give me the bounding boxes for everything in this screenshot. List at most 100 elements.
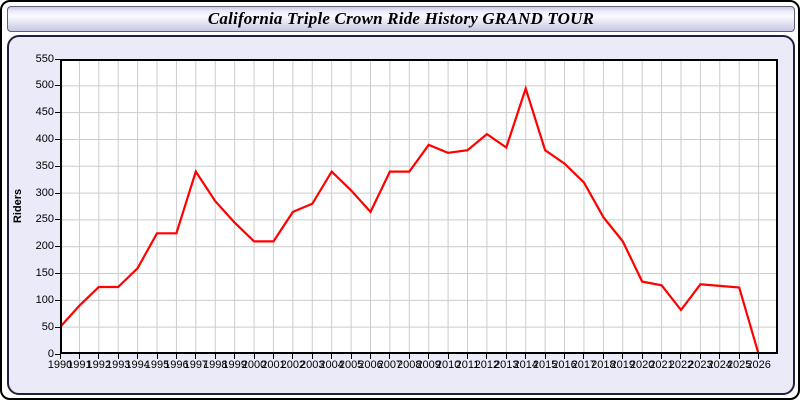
x-tick xyxy=(195,354,197,359)
x-tick xyxy=(78,354,80,359)
x-tick xyxy=(117,354,119,359)
x-tick-label: 2000 xyxy=(241,359,267,371)
x-tick-label: 2011 xyxy=(455,359,480,371)
y-tick-label: 450 xyxy=(35,106,54,119)
y-tick-label: 400 xyxy=(35,132,54,145)
y-tick xyxy=(55,273,60,275)
x-tick xyxy=(583,354,585,359)
y-tick xyxy=(55,112,60,114)
x-tick xyxy=(680,354,682,359)
x-tick xyxy=(137,354,139,359)
x-tick-label: 2015 xyxy=(532,359,558,371)
x-tick-label: 2023 xyxy=(688,359,713,371)
x-tick xyxy=(292,354,294,359)
x-tick-label: 1993 xyxy=(105,359,131,371)
x-tick-label: 2007 xyxy=(377,359,403,371)
page-title: California Triple Crown Ride History GRA… xyxy=(207,9,595,28)
x-tick xyxy=(408,354,410,359)
x-tick-label: 2024 xyxy=(707,359,733,371)
x-tick-label: 2004 xyxy=(319,359,344,371)
x-tick-label: 2005 xyxy=(338,359,364,371)
x-tick xyxy=(234,354,236,359)
x-tick xyxy=(369,354,371,359)
data-line-riders xyxy=(60,84,760,354)
x-tick-label: 1998 xyxy=(202,359,228,371)
x-tick-label: 2006 xyxy=(358,359,383,371)
x-tick-label: 2009 xyxy=(416,359,441,371)
x-tick-label: 1996 xyxy=(164,359,189,371)
x-tick xyxy=(447,354,449,359)
title-bar: California Triple Crown Ride History GRA… xyxy=(7,6,795,32)
plot-border xyxy=(60,59,778,354)
x-tick-label: 2018 xyxy=(591,359,616,371)
x-tick xyxy=(661,354,663,359)
x-tick-label: 2019 xyxy=(610,359,635,371)
y-tick-label: 300 xyxy=(35,186,54,199)
x-tick xyxy=(350,354,352,359)
y-tick xyxy=(55,165,60,167)
x-tick xyxy=(525,354,527,359)
y-tick-label: 350 xyxy=(35,159,54,172)
x-tick xyxy=(156,354,158,359)
y-tick xyxy=(55,219,60,221)
x-tick xyxy=(486,354,488,359)
line-chart xyxy=(60,59,778,354)
y-tick-label: 0 xyxy=(47,347,54,360)
x-tick xyxy=(272,354,274,359)
x-tick xyxy=(699,354,701,359)
x-tick xyxy=(214,354,216,359)
y-tick xyxy=(55,192,60,194)
y-tick-label: 250 xyxy=(35,213,54,226)
x-tick-label: 2025 xyxy=(726,359,752,371)
x-tick-label: 1991 xyxy=(67,359,92,371)
x-tick-label: 2016 xyxy=(552,359,577,371)
x-tick xyxy=(428,354,430,359)
y-tick xyxy=(55,246,60,248)
x-tick xyxy=(311,354,313,359)
x-tick xyxy=(719,354,721,359)
x-tick xyxy=(59,354,61,359)
x-tick-label: 2021 xyxy=(649,359,674,371)
y-tick-label: 100 xyxy=(35,293,54,306)
x-tick xyxy=(98,354,100,359)
x-tick-label: 2022 xyxy=(668,359,694,371)
x-tick-label: 2014 xyxy=(513,359,538,371)
y-tick xyxy=(55,85,60,87)
x-tick-label: 1992 xyxy=(86,359,112,371)
x-tick-label: 2002 xyxy=(280,359,306,371)
x-tick xyxy=(602,354,604,359)
y-tick-label: 150 xyxy=(35,267,54,280)
y-tick-label: 500 xyxy=(35,79,54,92)
x-tick-label: 2001 xyxy=(261,359,286,371)
y-tick xyxy=(55,58,60,60)
y-tick xyxy=(55,138,60,140)
x-tick xyxy=(505,354,507,359)
x-tick xyxy=(544,354,546,359)
x-tick-label: 1999 xyxy=(222,359,247,371)
x-tick-label: 2003 xyxy=(300,359,325,371)
plot-background xyxy=(60,59,778,354)
x-tick-label: 1990 xyxy=(47,359,73,371)
x-tick-label: 2020 xyxy=(629,359,655,371)
x-tick xyxy=(738,354,740,359)
y-tick-label: 50 xyxy=(41,320,54,333)
x-tick xyxy=(564,354,566,359)
x-tick-label: 2017 xyxy=(571,359,597,371)
y-tick xyxy=(55,326,60,328)
x-tick xyxy=(175,354,177,359)
x-tick-label: 1994 xyxy=(125,359,150,371)
x-tick-label: 2013 xyxy=(494,359,519,371)
x-tick-label: 2012 xyxy=(474,359,500,371)
x-tick xyxy=(622,354,624,359)
y-tick xyxy=(55,353,60,355)
x-tick xyxy=(331,354,333,359)
x-tick xyxy=(389,354,391,359)
x-tick-label: 1995 xyxy=(144,359,170,371)
y-axis-title: Riders xyxy=(12,188,24,224)
x-tick xyxy=(253,354,255,359)
y-tick-label: 550 xyxy=(35,52,54,65)
x-tick-label: 2010 xyxy=(435,359,461,371)
y-tick xyxy=(55,299,60,301)
x-tick-label: 2008 xyxy=(397,359,422,371)
